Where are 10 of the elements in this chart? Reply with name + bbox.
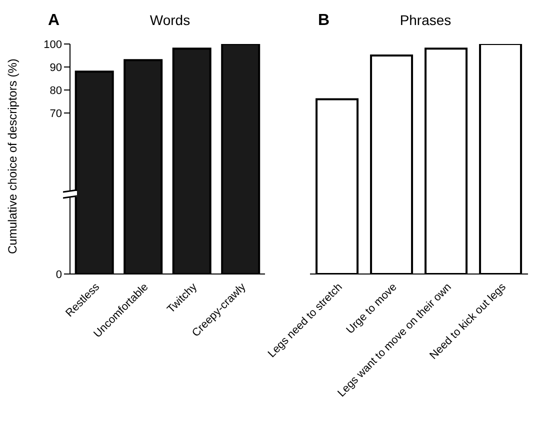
text: A <box>48 12 60 30</box>
chart-title: Phrases <box>400 12 452 28</box>
y-tick-label: 100 <box>44 38 62 51</box>
y-tick-label: 70 <box>50 108 62 120</box>
y-axis-title: Cumulative choice of descriptors (%) <box>5 58 20 254</box>
chart-title: Words <box>148 12 192 28</box>
y-tick-label: 90 <box>50 62 62 74</box>
text: B <box>318 12 330 30</box>
y-tick-label: 0 <box>56 268 62 281</box>
y-tick-label: 80 <box>50 84 62 97</box>
